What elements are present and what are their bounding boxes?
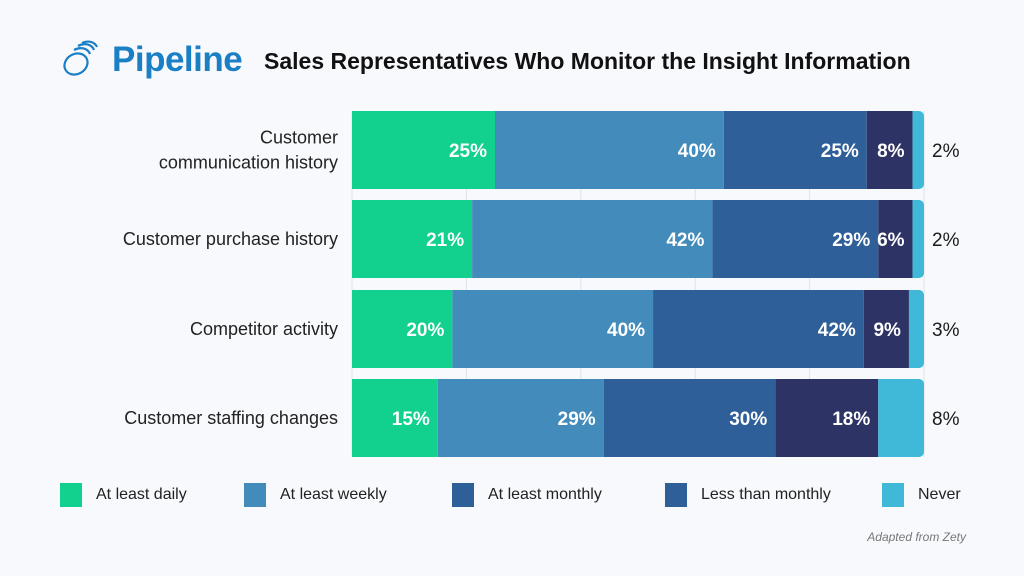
legend-swatch [665,483,687,507]
data-label: 8% [877,141,905,162]
bar-segment [352,290,453,368]
data-label: 2% [932,230,960,251]
data-label: 21% [426,230,464,251]
data-label: 8% [932,409,960,430]
data-label: 25% [449,141,487,162]
data-label: 29% [558,409,596,430]
data-label: 42% [818,320,856,341]
bar-segment [603,379,776,457]
chart-title: Sales Representatives Who Monitor the In… [264,48,911,74]
legend-swatch [244,483,266,507]
bar-segment [352,111,495,189]
bar-segment [712,200,879,278]
bar-segment [653,290,864,368]
data-label: 40% [678,141,716,162]
legend-label: At least daily [96,486,187,503]
legend-item: Less than monthly [665,483,831,507]
bar-segment [775,379,879,457]
data-label: 25% [821,141,859,162]
pipeline-swirl-icon [63,40,99,76]
bar-segment [723,111,867,189]
data-label: 42% [666,230,704,251]
legend-swatch [60,483,82,507]
bar-segment [452,290,654,368]
legend-label: Less than monthly [701,486,831,503]
bar-segment [495,111,724,189]
bar-segment [912,111,924,189]
category-label: Customer purchase history [123,229,338,249]
data-label: 29% [832,230,870,251]
category-label: Customer staffing changes [124,408,338,428]
bar-segment [878,200,913,278]
data-label: 15% [392,409,430,430]
data-label: 6% [877,230,905,251]
bar-segment [908,290,924,368]
legend-item: Never [882,483,961,507]
legend-item: At least daily [60,483,187,507]
legend-item: At least weekly [244,483,387,507]
legend-swatch [452,483,474,507]
legend-label: At least weekly [280,486,387,503]
legend-item: At least monthly [452,483,602,507]
legend-swatch [882,483,904,507]
bar-segment [352,379,438,457]
category-label: Competitor activity [190,319,338,339]
bar-segment [352,200,473,278]
brand-name: Pipeline [112,40,243,79]
data-label: 2% [932,141,960,162]
data-label: 40% [607,320,645,341]
bar-segment [472,200,713,278]
bar-segment [437,379,604,457]
bar-segment [863,290,909,368]
bar-segment [912,200,924,278]
legend-label: At least monthly [488,486,602,503]
category-label: communication history [159,153,338,173]
data-label: 30% [729,409,767,430]
source-note: Adapted from Zety [867,530,966,544]
bar-segment [878,379,924,457]
pipeline-logo: Pipeline [60,40,243,80]
data-label: 18% [832,409,870,430]
data-label: 3% [932,320,960,341]
legend-label: Never [918,486,961,503]
category-label: Customer [260,128,338,148]
data-label: 9% [873,320,901,341]
legend: At least daily At least weekly At least mo… [60,483,980,513]
bar-segment [866,111,913,189]
data-label: 20% [406,320,444,341]
